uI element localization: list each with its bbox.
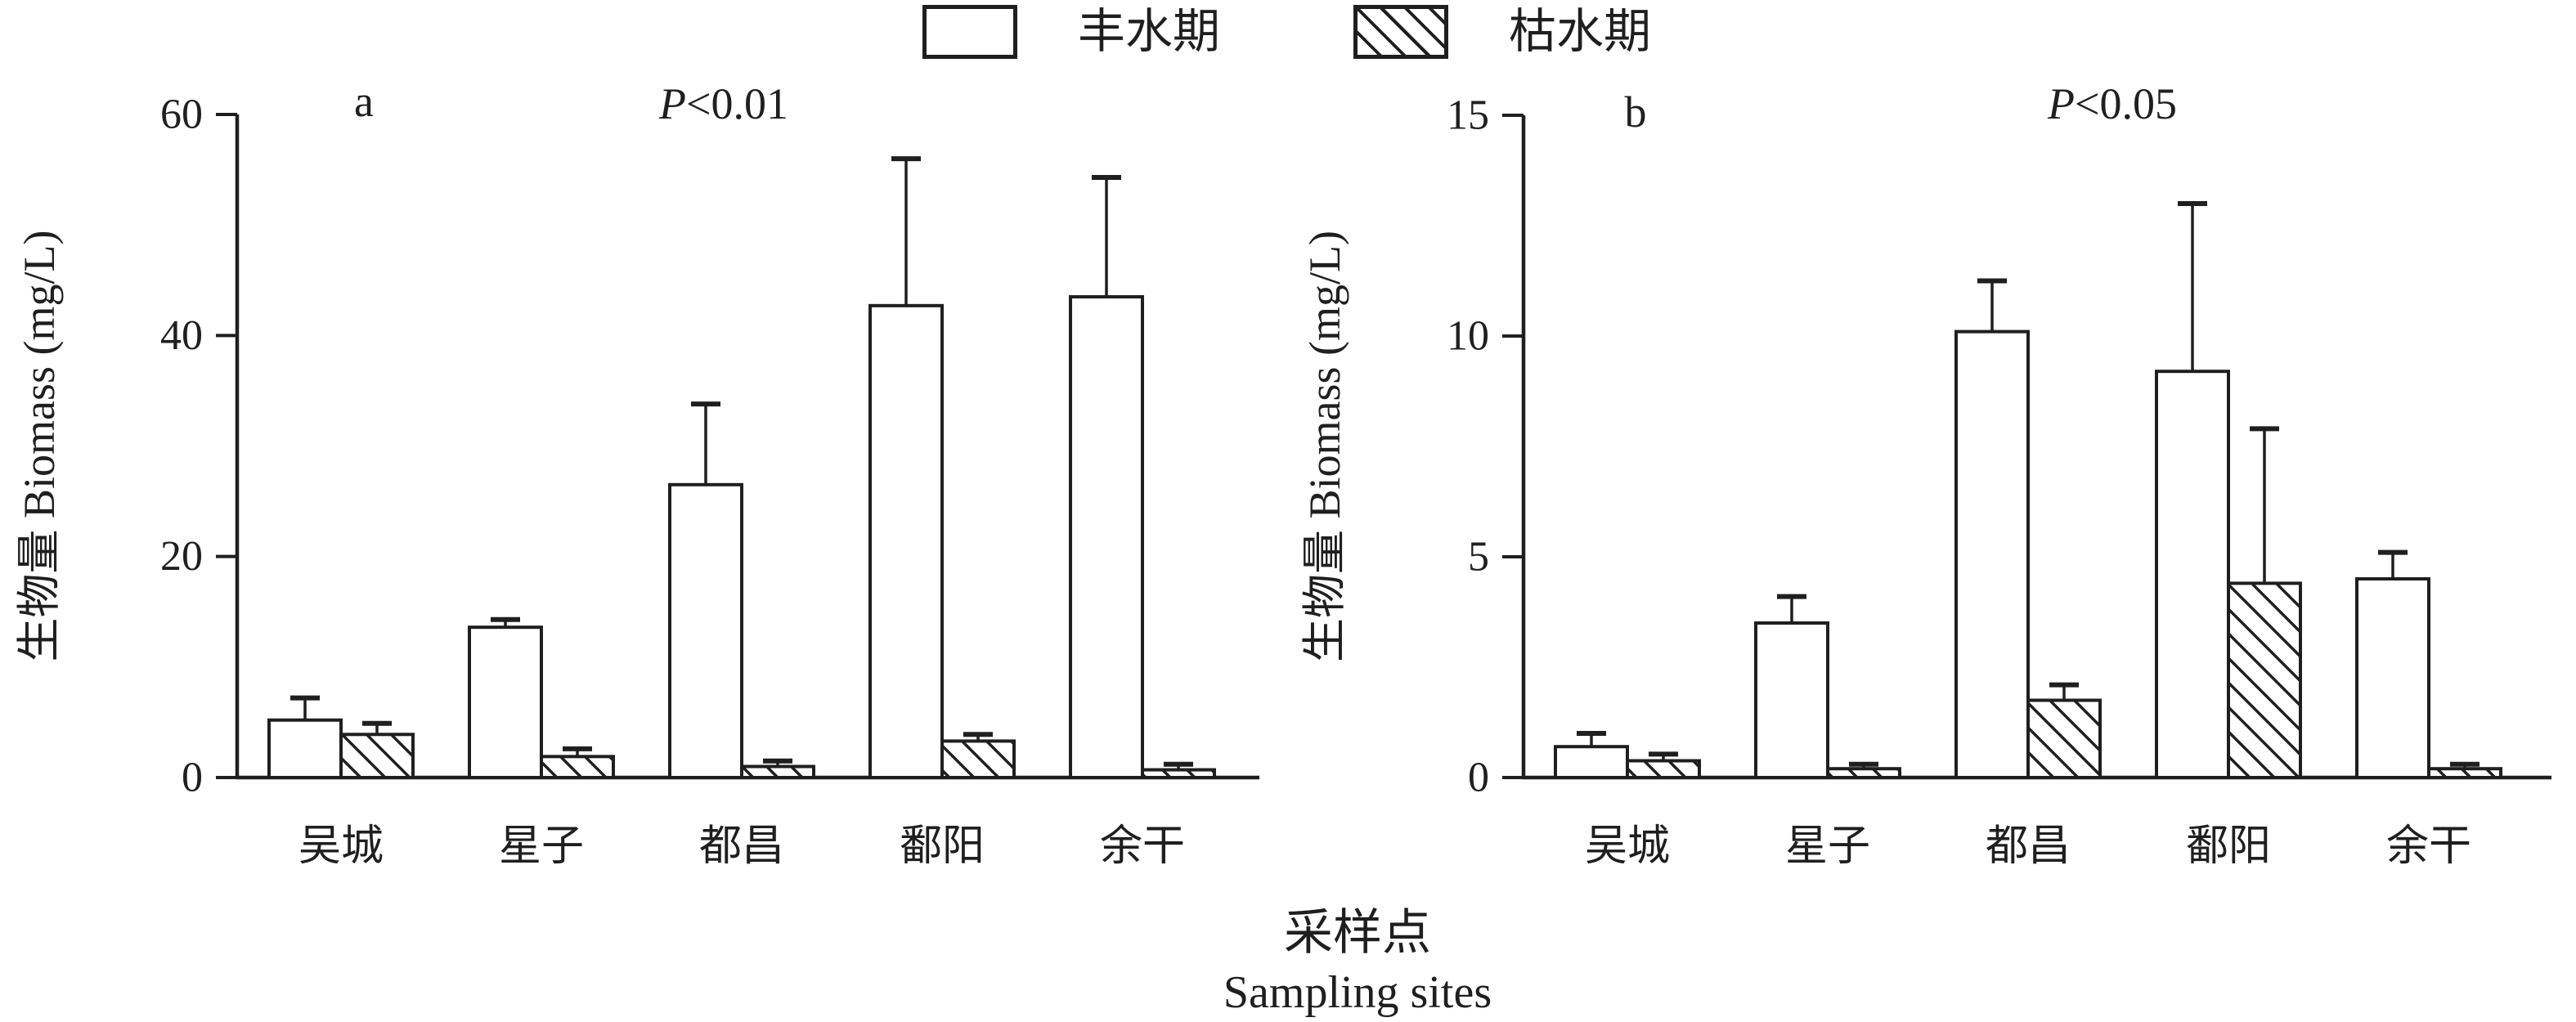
- bar-dry-1: [1626, 759, 1701, 779]
- y-axis-title: 生物量 Biomass (mg/L): [15, 231, 64, 662]
- legend-label-dry-season: 枯水期: [1509, 5, 1652, 58]
- y-tick-label: 20: [160, 533, 203, 580]
- bar-dry-5: [2427, 767, 2502, 780]
- p-value-annotation: P<0.01: [658, 79, 788, 128]
- x-axis-caption-english: Sampling sites: [1223, 967, 1492, 1018]
- bar-wet-4: [2155, 370, 2230, 779]
- bar-dry-4: [2227, 581, 2302, 780]
- x-category-label: 吴城: [1585, 823, 1670, 870]
- x-category-label: 星子: [1785, 823, 1870, 870]
- y-axis-title: 生物量 Biomass (mg/L): [1300, 231, 1349, 662]
- legend-item-wet: 丰水期: [922, 5, 1220, 59]
- legend-item-dry: 枯水期: [1353, 5, 1651, 59]
- bar-dry-3: [740, 764, 815, 780]
- bar-dry-2: [540, 755, 615, 780]
- y-tick-label: 60: [160, 92, 203, 138]
- x-category-label: 吴城: [298, 823, 384, 870]
- bar-wet-1: [267, 718, 343, 779]
- legend-swatch-dry-season: [1353, 5, 1448, 59]
- legend-label-wet-season: 丰水期: [1078, 5, 1221, 58]
- x-category-label: 都昌: [1986, 823, 2071, 870]
- panel-letter: a: [354, 77, 374, 126]
- x-category-label: 余干: [2386, 823, 2471, 870]
- p-value-annotation: P<0.05: [2047, 79, 2177, 128]
- bar-dry-4: [940, 739, 1016, 780]
- y-tick-label: 0: [1468, 755, 1489, 801]
- x-category-label: 都昌: [699, 823, 784, 870]
- y-tick-label: 40: [160, 312, 203, 359]
- bar-wet-4: [868, 303, 944, 780]
- bar-wet-5: [2355, 577, 2430, 779]
- x-category-label: 鄱阳: [900, 823, 985, 870]
- y-tick-label: 0: [182, 755, 203, 801]
- bar-wet-5: [1069, 295, 1144, 779]
- legend-swatch-wet-season: [922, 5, 1017, 59]
- bar-wet-2: [468, 625, 543, 779]
- bar-dry-1: [339, 733, 415, 779]
- y-tick-label: 5: [1468, 534, 1489, 580]
- panel-b: 0 5 10 15 吴城 星子 都昌 鄱阳 余干 b P<0.05 生物量 Biomass (mg/L…: [1300, 79, 2551, 870]
- panel-letter: b: [1625, 87, 1647, 137]
- x-axis-caption-chinese: 采样点: [1284, 906, 1431, 960]
- panel-a: 0 20 40 60 吴城 星子 都昌 鄱阳 余干 a P<0.01 生物量 Biomass (mg/…: [15, 77, 1259, 870]
- bar-dry-2: [1826, 767, 1901, 780]
- y-tick-label: 15: [1447, 92, 1489, 139]
- bar-dry-3: [2026, 698, 2102, 779]
- x-category-label: 余干: [1100, 823, 1185, 870]
- bar-wet-2: [1754, 621, 1829, 779]
- bar-wet-3: [1954, 329, 2030, 780]
- x-category-label: 鄱阳: [2186, 823, 2271, 870]
- bar-wet-3: [668, 482, 743, 780]
- bar-wet-1: [1554, 745, 1629, 780]
- x-category-label: 星子: [499, 823, 584, 870]
- bar-dry-5: [1141, 768, 1216, 779]
- y-tick-label: 10: [1447, 313, 1489, 360]
